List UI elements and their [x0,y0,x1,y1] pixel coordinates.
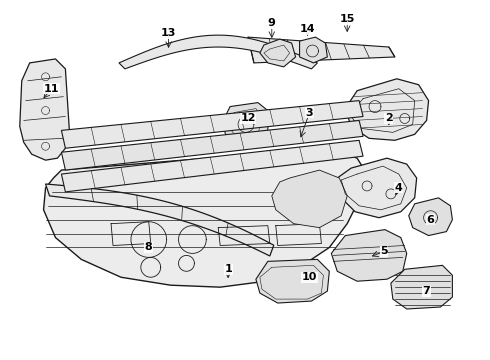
Polygon shape [299,37,327,63]
Text: 12: 12 [240,113,256,123]
Text: 2: 2 [385,113,393,123]
Text: 11: 11 [44,84,59,94]
Polygon shape [44,148,367,287]
Polygon shape [20,59,70,160]
Text: 6: 6 [427,215,435,225]
Text: 8: 8 [145,243,152,252]
Text: 3: 3 [306,108,313,117]
Polygon shape [345,79,429,140]
Polygon shape [248,37,395,63]
Polygon shape [222,103,268,144]
Polygon shape [409,198,452,235]
Text: 9: 9 [268,18,276,28]
Text: 5: 5 [380,247,388,256]
Polygon shape [272,170,347,228]
Polygon shape [337,158,416,218]
Polygon shape [46,184,274,256]
Text: 1: 1 [224,264,232,274]
Text: 15: 15 [340,14,355,24]
Polygon shape [119,35,318,69]
Text: 4: 4 [395,183,403,193]
Text: 14: 14 [300,24,316,34]
Polygon shape [260,39,295,67]
Polygon shape [391,265,452,309]
Text: 10: 10 [302,272,317,282]
Polygon shape [331,230,407,281]
Text: 13: 13 [161,28,176,38]
Polygon shape [256,260,329,303]
Text: 7: 7 [423,286,430,296]
Polygon shape [61,100,363,148]
Polygon shape [61,140,363,192]
Polygon shape [61,121,363,170]
